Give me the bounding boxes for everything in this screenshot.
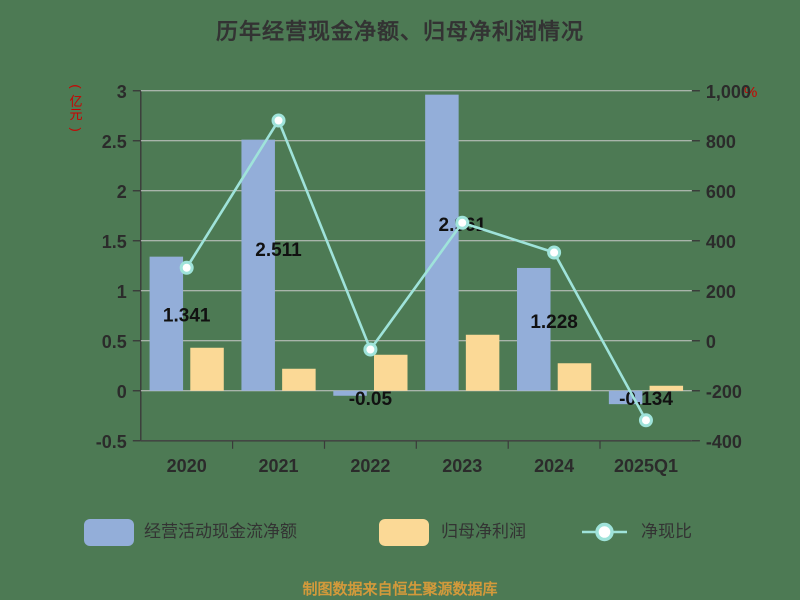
svg-text:2024: 2024 bbox=[534, 456, 574, 476]
svg-text:600: 600 bbox=[706, 182, 736, 202]
svg-text:2.5: 2.5 bbox=[102, 132, 127, 152]
svg-text:2023: 2023 bbox=[442, 456, 482, 476]
svg-text:400: 400 bbox=[706, 232, 736, 252]
svg-text:2: 2 bbox=[117, 182, 127, 202]
svg-text:2025Q1: 2025Q1 bbox=[614, 456, 678, 476]
svg-text:2020: 2020 bbox=[167, 456, 207, 476]
svg-text:1: 1 bbox=[117, 282, 127, 302]
svg-text:-0.134: -0.134 bbox=[619, 389, 673, 410]
svg-text:0: 0 bbox=[706, 332, 716, 352]
svg-text:-0.05: -0.05 bbox=[349, 389, 393, 410]
svg-text:1.228: 1.228 bbox=[530, 312, 578, 333]
svg-text:200: 200 bbox=[706, 282, 736, 302]
svg-text:3: 3 bbox=[117, 82, 127, 102]
svg-text:0.5: 0.5 bbox=[102, 332, 127, 352]
svg-text:2022: 2022 bbox=[350, 456, 390, 476]
svg-text:1.5: 1.5 bbox=[102, 232, 127, 252]
svg-text:2021: 2021 bbox=[258, 456, 298, 476]
svg-text:-0.5: -0.5 bbox=[96, 432, 127, 452]
svg-text:1.341: 1.341 bbox=[163, 306, 211, 327]
svg-text:0: 0 bbox=[117, 382, 127, 402]
svg-text:-200: -200 bbox=[706, 382, 742, 402]
svg-text:2.511: 2.511 bbox=[255, 240, 302, 261]
svg-text:1,000: 1,000 bbox=[706, 82, 751, 102]
svg-text:800: 800 bbox=[706, 132, 736, 152]
svg-text:-400: -400 bbox=[706, 432, 742, 452]
